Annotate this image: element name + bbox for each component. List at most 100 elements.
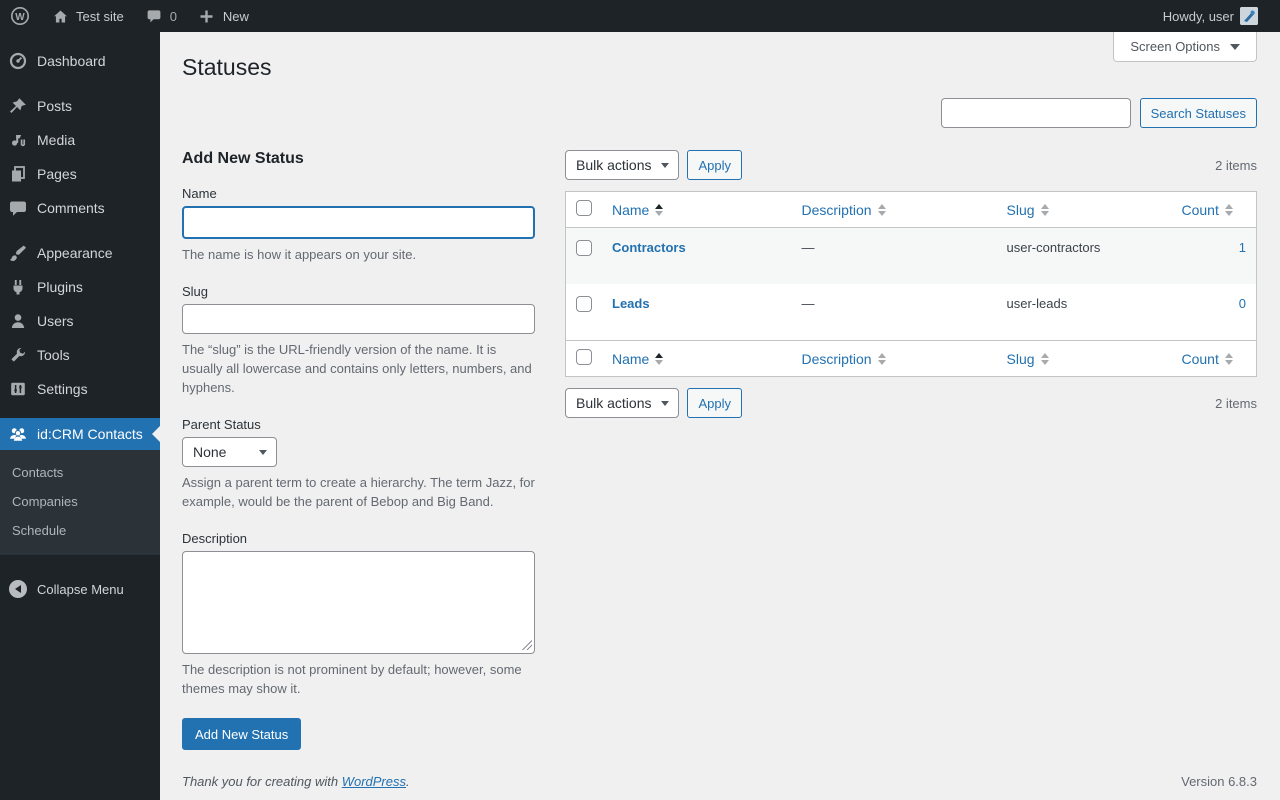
- row-checkbox[interactable]: [576, 296, 592, 312]
- comment-bubble-icon: [144, 6, 164, 26]
- wordpress-logo[interactable]: W: [0, 0, 40, 32]
- status-name-link[interactable]: Contractors: [612, 240, 686, 255]
- chevron-down-icon: [661, 162, 670, 168]
- groups-icon: [8, 424, 28, 444]
- name-label: Name: [182, 186, 217, 201]
- parent-status-select[interactable]: None: [182, 437, 277, 467]
- comments-icon: [8, 198, 28, 218]
- column-header-description[interactable]: Description: [802, 202, 886, 218]
- user-icon: [8, 311, 28, 331]
- my-account-menu[interactable]: Howdy, user: [1153, 0, 1268, 32]
- collapse-menu-button[interactable]: Collapse Menu: [0, 572, 160, 606]
- site-name-menu[interactable]: Test site: [40, 0, 134, 32]
- collapse-arrow-icon: [8, 579, 28, 599]
- bulk-actions-select[interactable]: Bulk actions: [565, 388, 680, 418]
- table-row: Contractors — user-contractors 1: [565, 227, 1257, 284]
- slug-label: Slug: [182, 284, 209, 299]
- chevron-down-icon: [1230, 43, 1240, 50]
- sidebar-item-posts[interactable]: Posts: [0, 89, 160, 123]
- sidebar-subitem-companies[interactable]: Companies: [12, 494, 78, 509]
- new-content-menu[interactable]: New: [187, 0, 259, 32]
- status-count-link[interactable]: 0: [1238, 296, 1246, 311]
- sidebar-item-tools[interactable]: Tools: [0, 338, 160, 372]
- sidebar-item-dashboard[interactable]: Dashboard: [0, 44, 160, 78]
- statuses-list: Bulk actions Apply 2 items Name: [565, 150, 1257, 750]
- plus-icon: [197, 6, 217, 26]
- parent-status-value: None: [193, 444, 227, 460]
- sidebar-item-media[interactable]: Media: [0, 123, 160, 157]
- footer-version: Version 6.8.3: [1181, 774, 1257, 789]
- sidebar-item-label: Pages: [37, 166, 77, 182]
- screen-options-button[interactable]: Screen Options: [1113, 32, 1257, 62]
- avatar: [1240, 7, 1258, 25]
- description-help-text: The description is not prominent by defa…: [182, 662, 522, 696]
- comments-menu[interactable]: 0: [134, 0, 187, 32]
- sort-indicator-icon: [877, 352, 886, 365]
- parent-help-text: Assign a parent term to create a hierarc…: [182, 475, 535, 509]
- sidebar-item-label: Media: [37, 132, 76, 148]
- pushpin-icon: [8, 96, 28, 116]
- sidebar-item-plugins[interactable]: Plugins: [0, 270, 160, 304]
- column-header-name[interactable]: Name: [612, 351, 664, 367]
- search-statuses-button[interactable]: Search Statuses: [1139, 98, 1257, 128]
- status-slug: user-leads: [1006, 296, 1068, 311]
- sidebar-item-comments[interactable]: Comments: [0, 191, 160, 225]
- search-input[interactable]: [940, 98, 1131, 128]
- apply-button[interactable]: Apply: [687, 388, 743, 418]
- bulk-actions-value: Bulk actions: [576, 395, 652, 411]
- sidebar-item-settings[interactable]: Settings: [0, 372, 160, 406]
- sidebar-item-pages[interactable]: Pages: [0, 157, 160, 191]
- media-icon: [8, 130, 28, 150]
- items-count: 2 items: [1215, 395, 1257, 411]
- column-header-name[interactable]: Name: [612, 202, 664, 218]
- sidebar-item-users[interactable]: Users: [0, 304, 160, 338]
- column-header-count[interactable]: Count: [1182, 351, 1233, 367]
- column-header-slug[interactable]: Slug: [1007, 351, 1049, 367]
- slug-field[interactable]: [182, 304, 535, 334]
- sort-indicator-icon: [877, 203, 886, 216]
- admin-sidebar: Dashboard Posts Media: [0, 32, 160, 800]
- column-header-description[interactable]: Description: [802, 351, 886, 367]
- column-header-slug[interactable]: Slug: [1007, 202, 1049, 218]
- apply-button[interactable]: Apply: [687, 150, 743, 180]
- appearance-brush-icon: [8, 243, 28, 263]
- sort-indicator-icon: [1040, 352, 1049, 365]
- status-description: —: [801, 240, 815, 255]
- sidebar-subitem-contacts[interactable]: Contacts: [12, 465, 64, 480]
- select-all-checkbox[interactable]: [576, 200, 592, 216]
- column-header-count[interactable]: Count: [1182, 202, 1233, 218]
- sidebar-item-appearance[interactable]: Appearance: [0, 236, 160, 270]
- status-count-link[interactable]: 1: [1238, 240, 1246, 255]
- sidebar-item-idcrm-contacts[interactable]: id:CRM Contacts: [0, 418, 160, 450]
- add-status-form: Add New Status Name The name is how it a…: [182, 150, 535, 750]
- form-heading: Add New Status: [182, 150, 304, 167]
- description-label: Description: [182, 531, 248, 546]
- admin-bar: W Test site 0 New Howdy, user: [0, 0, 1280, 32]
- status-name-link[interactable]: Leads: [612, 296, 650, 311]
- add-new-status-button[interactable]: Add New Status: [182, 718, 302, 750]
- name-field[interactable]: [182, 206, 535, 239]
- howdy-label: Howdy, user: [1162, 8, 1234, 24]
- chevron-down-icon: [259, 449, 267, 455]
- bulk-actions-value: Bulk actions: [576, 157, 652, 173]
- sidebar-item-label: Appearance: [37, 245, 113, 261]
- sidebar-item-label: Settings: [37, 381, 88, 397]
- collapse-menu-label: Collapse Menu: [37, 581, 124, 597]
- page-title: Statuses: [182, 54, 272, 80]
- row-checkbox[interactable]: [576, 240, 592, 256]
- plugin-icon: [8, 277, 28, 297]
- resize-grip-icon[interactable]: [522, 640, 532, 650]
- chevron-down-icon: [661, 400, 670, 406]
- footer-thanks: Thank you for creating with WordPress.: [182, 774, 410, 789]
- sidebar-item-label: Plugins: [37, 279, 83, 295]
- settings-sliders-icon: [8, 379, 28, 399]
- bulk-actions-select[interactable]: Bulk actions: [565, 150, 680, 180]
- sidebar-subitem-schedule[interactable]: Schedule: [12, 523, 67, 538]
- statuses-table: Name Description Slug: [565, 191, 1257, 377]
- select-all-checkbox[interactable]: [576, 349, 592, 365]
- wordpress-logo-icon: W: [11, 7, 29, 25]
- wordpress-link[interactable]: WordPress: [341, 774, 406, 789]
- items-count: 2 items: [1215, 157, 1257, 173]
- sort-indicator-icon: [655, 203, 664, 216]
- description-field[interactable]: [182, 551, 535, 654]
